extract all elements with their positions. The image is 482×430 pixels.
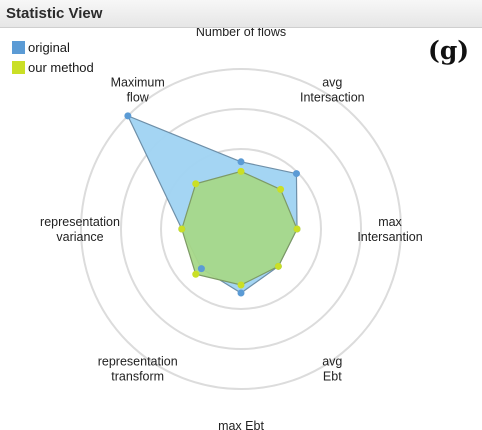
- radar-point-original: [292, 170, 300, 178]
- legend-swatch-our-method: [12, 60, 25, 74]
- panel-header: Statistic View: [0, 0, 482, 28]
- chart-legend: original our method: [12, 37, 94, 77]
- radar-chart: Number of flows avg Intersaction max Intersa…: [40, 28, 423, 430]
- legend-item-original[interactable]: original: [12, 37, 94, 57]
- axis-label: Maximum flow: [111, 76, 165, 105]
- radar-point-our-method: [178, 225, 186, 233]
- legend-item-our-method[interactable]: our method: [12, 57, 94, 77]
- axis-label: max Ebt: [218, 419, 264, 430]
- radar-point-our-method: [277, 185, 285, 193]
- radar-point-our-method: [293, 225, 301, 233]
- radar-point-our-method: [192, 180, 200, 188]
- radar-point-original: [237, 158, 245, 166]
- radar-point-our-method: [274, 262, 282, 270]
- axis-label: representation variance: [40, 215, 120, 244]
- radar-point-our-method: [237, 281, 245, 289]
- radar-ring: [120, 108, 362, 350]
- axis-label: representation transform: [98, 354, 178, 383]
- radar-ring: [160, 148, 322, 310]
- legend-label-our-method: our method: [28, 59, 94, 75]
- radar-point-original: [124, 112, 132, 120]
- axis-label: avg Ebt: [322, 354, 342, 383]
- axis-label: max Intersantion: [357, 215, 422, 244]
- panel-title: Statistic View: [6, 5, 103, 22]
- radar-point-our-method: [237, 167, 245, 175]
- radar-point-our-method: [192, 270, 200, 278]
- axis-label: Number of flows: [196, 28, 286, 39]
- legend-label-original: original: [28, 39, 70, 55]
- radar-ring: [80, 68, 402, 390]
- legend-swatch-original: [12, 40, 25, 54]
- radar-point-original: [197, 265, 205, 273]
- axis-label: avg Intersaction: [300, 76, 365, 105]
- figure-badge: (g): [428, 36, 470, 65]
- radar-point-original: [237, 289, 245, 297]
